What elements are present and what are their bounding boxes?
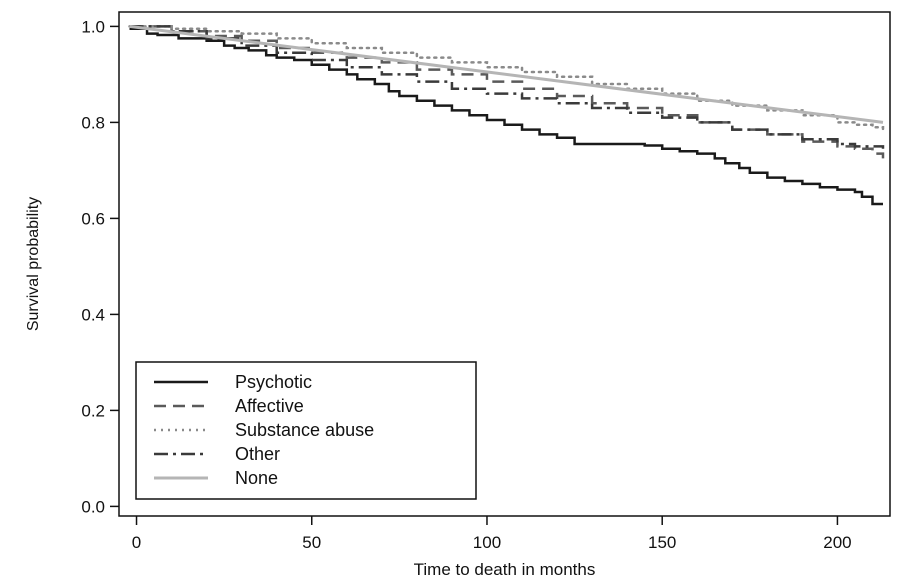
y-axis-title: Survival probability xyxy=(25,197,42,331)
series-line-affective xyxy=(129,25,885,159)
x-tick-label: 100 xyxy=(473,533,501,552)
x-tick-label: 50 xyxy=(302,533,321,552)
x-tick-label: 150 xyxy=(648,533,676,552)
axes: 0 50 100 150 200 0.0 0.2 0.4 0.6 0.8 1.0 xyxy=(81,11,891,552)
legend-label: Substance abuse xyxy=(235,420,374,440)
series-line-none xyxy=(129,24,884,124)
legend: Psychotic Affective Substance abuse Other No… xyxy=(135,361,477,500)
series-line-other xyxy=(129,25,885,149)
y-tick-label: 0.4 xyxy=(81,305,105,324)
legend-box xyxy=(135,361,477,500)
x-tick-label: 200 xyxy=(823,533,851,552)
x-axis-title: Time to death in months xyxy=(414,560,596,579)
legend-label: None xyxy=(235,468,278,488)
y-tick-label: 0.0 xyxy=(81,497,105,516)
y-tick-label: 1.0 xyxy=(81,17,105,36)
plot-frame xyxy=(118,11,891,517)
y-tick-label: 0.8 xyxy=(81,113,105,132)
legend-label: Affective xyxy=(235,396,304,416)
series-lines xyxy=(128,24,885,206)
y-tick-label: 0.2 xyxy=(81,401,105,420)
y-tick-label: 0.6 xyxy=(81,209,105,228)
legend-label: Other xyxy=(235,444,280,464)
x-tick-label: 0 xyxy=(132,533,141,552)
legend-label: Psychotic xyxy=(235,372,312,392)
series-line-psychotic xyxy=(129,27,883,206)
